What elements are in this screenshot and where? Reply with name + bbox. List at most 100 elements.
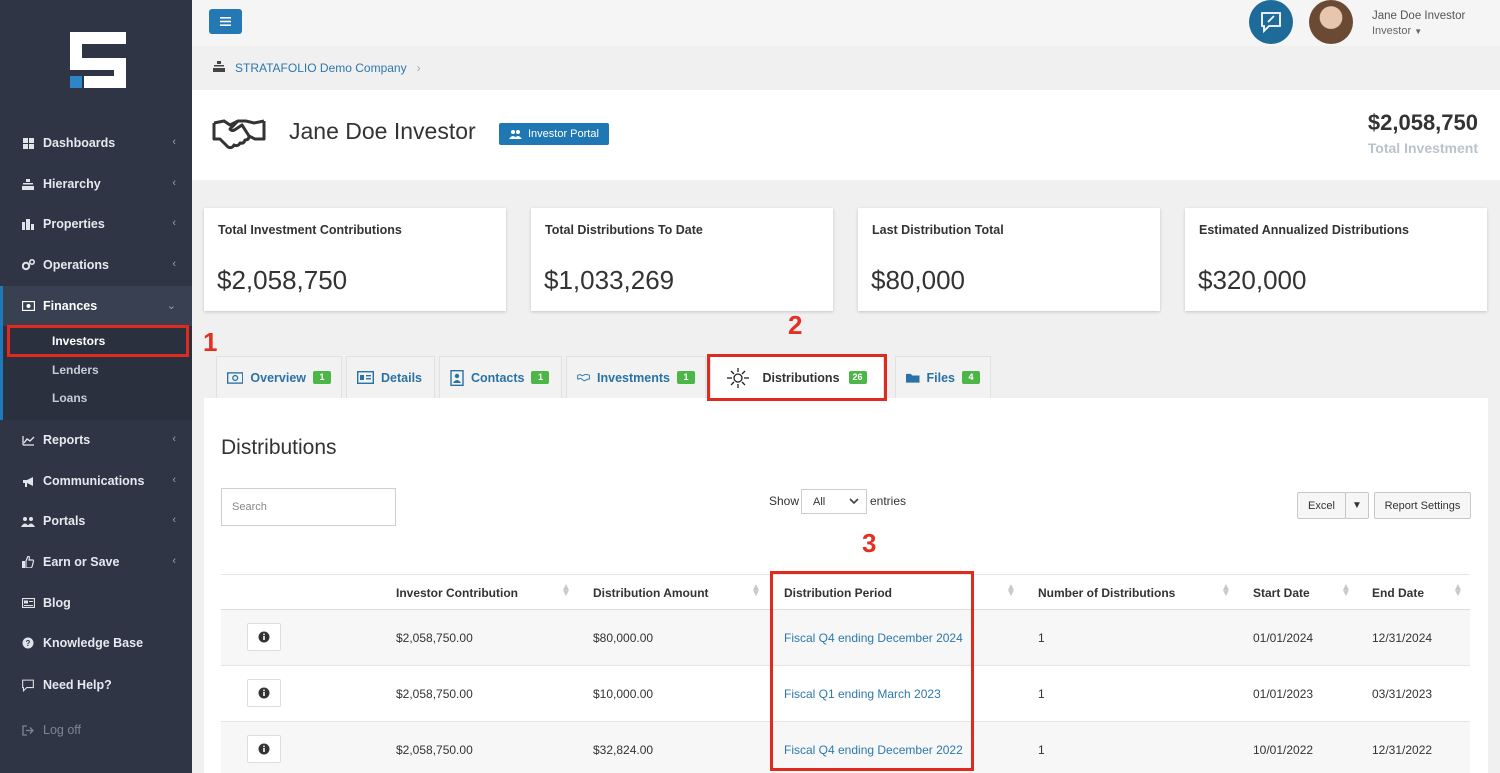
stat-card-contributions: Total Investment Contributions $2,058,75… [204,208,506,311]
sidebar-item-communications[interactable]: Communications ‹ [0,461,192,501]
table-header: Investor Contribution ▲ ▼ Distribution Am… [221,574,1470,610]
sort-icon: ▲ ▼ [1341,582,1351,599]
tab-label: Files [926,370,956,385]
column-header-distribution-amount[interactable]: Distribution Amount [593,586,709,600]
finances-submenu: Investors Lenders Loans [0,326,192,420]
sidebar-item-label: Reports [43,433,91,447]
sidebar-sub-loans[interactable]: Loans [52,391,88,405]
sidebar-item-operations[interactable]: Operations ‹ [0,245,192,285]
cell-period-link[interactable]: Fiscal Q4 ending December 2022 [784,743,963,757]
stat-card-value: $1,033,269 [544,265,675,295]
sidebar-item-knowledge-base[interactable]: ? Knowledge Base [0,623,192,663]
cell-start-date: 10/01/2022 [1253,743,1314,757]
column-header-distribution-period[interactable]: Distribution Period [784,586,892,600]
breadcrumb-company-link[interactable]: STRATAFOLIO Demo Company [235,61,407,75]
column-header-end-date[interactable]: End Date [1372,586,1425,600]
sidebar-item-earn-or-save[interactable]: Earn or Save ‹ [0,542,192,582]
thumbs-up-icon [21,555,35,569]
menu-toggle-button[interactable] [209,9,242,34]
sidebar-item-label: Knowledge Base [43,636,144,650]
chevron-down-icon [849,498,859,505]
sidebar-item-properties[interactable]: Properties ‹ [0,204,192,244]
cell-period-link[interactable]: Fiscal Q1 ending March 2023 [784,687,941,701]
tab-label: Overview [250,370,306,385]
sidebar-item-log-off[interactable]: Log off [0,710,192,750]
stat-card-value: $80,000 [871,265,965,295]
excel-dropdown-button[interactable]: ▼ [1345,492,1369,519]
portals-icon [21,514,35,528]
chevron-left-icon: ‹ [172,177,176,189]
tab-count-badge: 1 [677,371,695,384]
sidebar-item-hierarchy[interactable]: Hierarchy ‹ [0,164,192,204]
finances-icon [21,299,35,313]
entries-select-value: All [813,495,826,508]
avatar[interactable] [1309,0,1353,44]
sidebar-item-portals[interactable]: Portals ‹ [0,501,192,541]
column-header-number-of-distributions[interactable]: Number of Distributions [1038,586,1176,600]
stat-card-title: Last Distribution Total [872,223,1004,237]
sidebar-sub-investors[interactable]: Investors [52,334,106,348]
chevron-left-icon: ‹ [172,217,176,229]
search-input[interactable] [221,488,396,526]
chat-icon [1261,12,1281,33]
entries-select[interactable]: All [801,489,867,514]
stat-card-annualized-distributions: Estimated Annualized Distributions $320,… [1185,208,1487,311]
stat-card-title: Estimated Annualized Distributions [1199,223,1409,237]
sidebar-item-label: Finances [43,299,98,313]
contact-book-icon [450,369,464,386]
sidebar-item-label: Portals [43,514,86,528]
tab-label: Contacts [471,370,525,385]
tab-label: Details [381,370,422,385]
annotation-number-2: 2 [788,310,803,340]
user-role-dropdown[interactable]: Investor ▼ [1372,25,1422,37]
sort-icon: ▲ ▼ [1221,582,1231,599]
sidebar-item-label: Dashboards [43,136,116,150]
table-row: $2,058,750.00 $80,000.00 Fiscal Q4 endin… [221,610,1470,666]
row-info-button[interactable] [247,679,281,707]
sidebar-item-label: Hierarchy [43,177,101,191]
cell-end-date: 03/31/2023 [1372,687,1433,701]
chevron-left-icon: ‹ [172,474,176,486]
sidebar-item-reports[interactable]: Reports ‹ [0,420,192,460]
annotation-number-3: 3 [862,528,877,558]
column-header-start-date[interactable]: Start Date [1253,586,1310,600]
table-row: $2,058,750.00 $10,000.00 Fiscal Q1 endin… [221,666,1470,722]
sidebar-item-need-help[interactable]: Need Help? [0,665,192,705]
page-title: Jane Doe Investor [289,118,476,144]
sidebar-item-finances[interactable]: Finances ⌄ [0,286,192,326]
sidebar: Dashboards ‹ Hierarchy ‹ Properties ‹ Op… [0,0,192,773]
chat-help-icon [21,678,35,692]
tab-investments[interactable]: Investments 1 [566,356,706,398]
cell-period-link[interactable]: Fiscal Q4 ending December 2024 [784,631,963,645]
info-icon [258,631,270,643]
blog-icon [21,596,35,610]
column-header-investor-contribution[interactable]: Investor Contribution [396,586,518,600]
sidebar-item-blog[interactable]: Blog [0,583,192,623]
row-info-button[interactable] [247,623,281,651]
investor-portal-button[interactable]: Investor Portal [499,123,609,145]
cell-count: 1 [1038,687,1045,701]
report-settings-button[interactable]: Report Settings [1374,492,1471,519]
stratafolio-logo[interactable] [68,30,128,90]
sidebar-item-dashboards[interactable]: Dashboards ‹ [0,123,192,163]
stat-card-value: $2,058,750 [217,265,348,295]
row-info-button[interactable] [247,735,281,763]
tab-overview[interactable]: Overview 1 [216,356,342,398]
distributions-panel: Distributions Show All entries Excel ▼ R… [204,398,1488,773]
chat-button[interactable] [1249,0,1293,44]
excel-button[interactable]: Excel [1297,492,1346,519]
megaphone-icon [21,474,35,488]
logout-icon [21,723,35,737]
sidebar-item-label: Earn or Save [43,555,120,569]
cell-count: 1 [1038,743,1045,757]
sidebar-item-label: Properties [43,217,105,231]
properties-icon [21,217,35,231]
hamburger-icon [220,17,231,26]
tab-contacts[interactable]: Contacts 1 [439,356,562,398]
stat-card-title: Total Distributions To Date [545,223,703,237]
user-name: Jane Doe Investor [1372,10,1466,22]
cell-contribution: $2,058,750.00 [396,743,473,757]
tab-details[interactable]: Details [346,356,435,398]
sidebar-sub-lenders[interactable]: Lenders [52,363,99,377]
tab-files[interactable]: Files 4 [895,356,991,398]
